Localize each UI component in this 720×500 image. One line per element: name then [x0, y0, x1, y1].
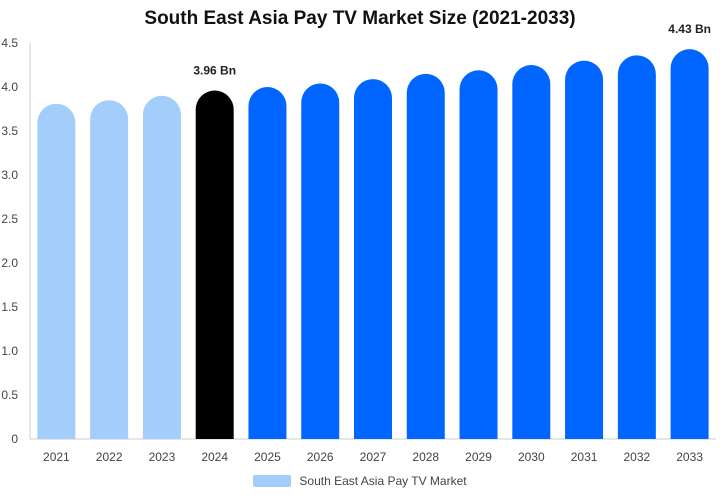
x-tick-label: 2033 — [676, 450, 703, 464]
x-tick-label: 2029 — [465, 450, 492, 464]
x-tick-label: 2028 — [412, 450, 439, 464]
y-tick-label: 1.0 — [1, 344, 18, 358]
y-tick-label: 1.5 — [1, 300, 18, 314]
legend-label: South East Asia Pay TV Market — [299, 474, 467, 488]
data-label-2024: 3.96 Bn — [193, 64, 236, 78]
x-tick-label: 2021 — [43, 450, 70, 464]
y-tick-label: 4.5 — [1, 36, 18, 50]
bar-2022 — [90, 100, 129, 439]
bar-2027 — [354, 79, 392, 439]
data-label-2033: 4.43 Bn — [668, 22, 711, 36]
chart-title: South East Asia Pay TV Market Size (2021… — [144, 8, 576, 29]
y-tick-label: 3.5 — [1, 124, 18, 138]
x-tick-label: 2032 — [623, 450, 650, 464]
bar-2024 — [195, 90, 234, 439]
bar-2029 — [459, 70, 498, 439]
bar-2030 — [512, 65, 551, 440]
bar-2023 — [142, 95, 181, 440]
bar-2026 — [301, 83, 340, 439]
bar-2028 — [406, 73, 445, 439]
y-tick-label: 2.0 — [1, 256, 18, 270]
x-tick-label: 2025 — [254, 450, 281, 464]
y-tick-label: 4.0 — [1, 80, 18, 94]
x-tick-label: 2030 — [518, 450, 545, 464]
x-tick-label: 2026 — [307, 450, 334, 464]
data-labels: 3.96 Bn 4.43 Bn — [193, 22, 711, 77]
y-axis-ticks: 0 0.5 1.0 1.5 2.0 2.5 3.0 3.5 4.0 4.5 — [1, 36, 18, 446]
bar-2031 — [565, 60, 604, 440]
y-tick-label: 3.0 — [1, 168, 18, 182]
y-tick-label: 0.5 — [1, 388, 18, 402]
bar-2025 — [248, 87, 287, 439]
bar-2032 — [617, 55, 656, 439]
y-tick-label: 0 — [11, 432, 18, 446]
bars — [37, 49, 709, 440]
legend: South East Asia Pay TV Market — [0, 474, 720, 488]
bar-2033 — [670, 49, 709, 439]
x-tick-label: 2022 — [96, 450, 123, 464]
x-tick-label: 2031 — [571, 450, 598, 464]
legend-swatch — [253, 475, 292, 487]
x-axis-ticks: 2021 2022 2023 2024 2025 2026 2027 2028 2029 2030… — [43, 450, 703, 464]
bar-2021 — [37, 103, 76, 440]
x-tick-label: 2024 — [201, 450, 228, 464]
bar-chart: 00.51.01.52.02.53.03.54.04.5 2021 2022 202… — [1, 22, 716, 464]
y-tick-label: 2.5 — [1, 212, 18, 226]
x-tick-label: 2027 — [360, 450, 387, 464]
x-tick-label: 2023 — [149, 450, 176, 464]
